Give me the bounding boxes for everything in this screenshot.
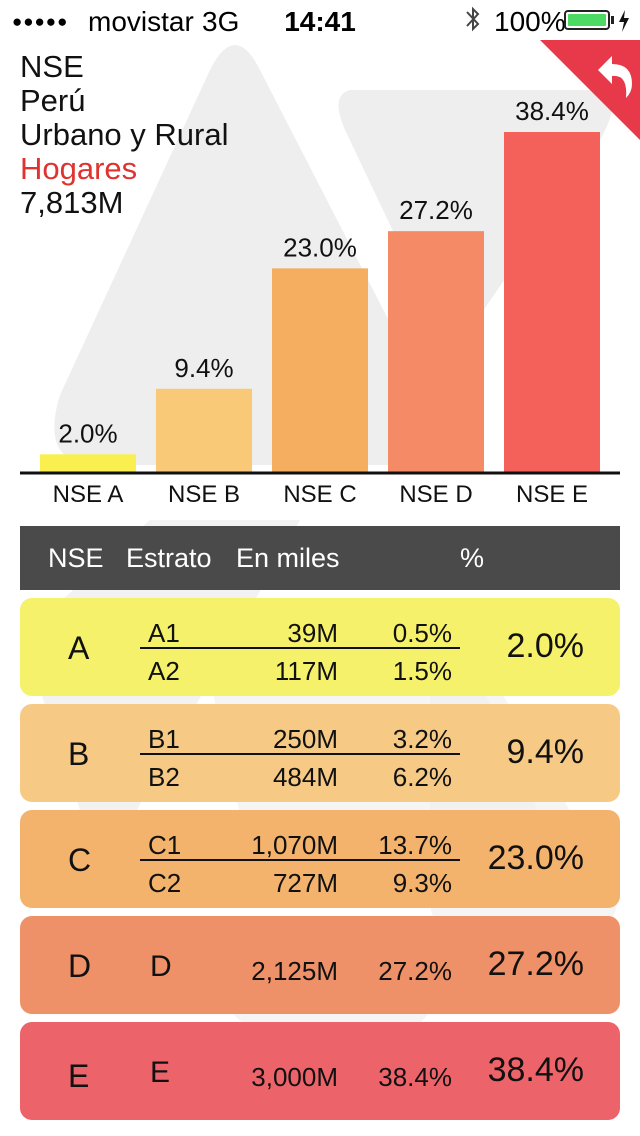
clock: 14:41: [284, 6, 356, 37]
nse-row-d[interactable]: D D 2,125M 27.2% 27.2%: [20, 916, 620, 1014]
table-header: NSE Estrato En miles %: [20, 526, 620, 590]
title-nse: NSE: [20, 49, 84, 84]
stratum-name: D: [150, 950, 172, 983]
stratum-value: 2,125M: [251, 956, 338, 986]
bar-nse-a: [40, 454, 136, 472]
x-tick-label: NSE C: [283, 481, 356, 508]
bar-value-label: 2.0%: [58, 418, 117, 448]
nse-row-a[interactable]: A A1 39M 0.5% A2 117M 1.5% 2.0%: [20, 598, 620, 696]
header-nse: NSE: [48, 543, 104, 573]
nse-letter: B: [68, 736, 90, 772]
battery-tip: [611, 16, 614, 24]
stratum-name: E: [150, 1056, 171, 1089]
x-tick-label: NSE B: [168, 481, 240, 508]
nse-letter: A: [68, 630, 90, 666]
header-en-miles: En miles: [236, 543, 340, 573]
nse-row-e[interactable]: E E 3,000M 38.4% 38.4%: [20, 1022, 620, 1120]
stratum-percent: 6.2%: [392, 762, 452, 792]
bluetooth-icon: [466, 6, 480, 32]
bar-nse-d: [388, 231, 484, 472]
stratum-percent: 27.2%: [378, 956, 452, 986]
nse-bar-chart: 2.0% NSE A 9.4% NSE B 23.0% NSE C 27.2% NSE D 38…: [20, 96, 620, 508]
back-arrow-icon: [598, 56, 632, 98]
nse-total-percent: 23.0%: [487, 839, 584, 877]
stratum-percent: 3.2%: [392, 724, 452, 754]
stratum-percent: 38.4%: [378, 1062, 452, 1092]
bar-nse-b: [156, 388, 252, 472]
bar-value-label: 23.0%: [283, 232, 357, 262]
status-bar: ●●●●● movistar 3G 14:41 100%: [0, 0, 640, 40]
nse-letter: E: [68, 1058, 90, 1094]
stratum-divider: [140, 647, 460, 649]
nse-total-percent: 9.4%: [506, 733, 585, 771]
stratum-value: 117M: [274, 656, 338, 686]
x-tick-label: NSE A: [53, 481, 124, 508]
stratum-name: A1: [148, 618, 180, 648]
nse-total-percent: 2.0%: [506, 627, 585, 665]
stratum-divider: [140, 753, 460, 755]
header-percent: %: [460, 543, 485, 573]
battery-percentage: 100%: [494, 6, 566, 37]
network-type: 3G: [202, 6, 240, 37]
nse-total-percent: 38.4%: [487, 1051, 584, 1089]
bar-nse-c: [272, 268, 368, 472]
signal-strength-icon: ●●●●●: [12, 12, 69, 31]
stratum-percent: 0.5%: [392, 618, 452, 648]
stratum-value: 484M: [272, 762, 338, 792]
stratum-name: B2: [148, 762, 180, 792]
stratum-value: 3,000M: [251, 1062, 338, 1092]
back-button[interactable]: [540, 40, 640, 140]
header-estrato: Estrato: [126, 543, 212, 573]
stratum-percent: 1.5%: [392, 656, 452, 686]
stratum-name: C1: [148, 830, 182, 860]
stratum-percent: 9.3%: [392, 868, 452, 898]
stratum-name: A2: [148, 656, 180, 686]
battery-icon: [564, 10, 610, 30]
chart-title-block: NSE Perú Urbano y Rural Hogares 7,813M: [20, 50, 228, 220]
title-country: Perú: [20, 83, 86, 118]
stratum-value: 1,070M: [251, 830, 338, 860]
bar-nse-e: [504, 132, 600, 472]
title-total: 7,813M: [20, 185, 124, 220]
stratum-divider: [140, 859, 460, 861]
title-area: Urbano y Rural: [20, 117, 229, 152]
x-tick-label: NSE D: [399, 481, 472, 508]
nse-row-c[interactable]: C C1 1,070M 13.7% C2 727M 9.3% 23.0%: [20, 810, 620, 908]
stratum-name: B1: [148, 724, 180, 754]
stratum-value: 250M: [272, 724, 338, 754]
nse-total-percent: 27.2%: [487, 945, 584, 983]
stratum-name: C2: [148, 868, 182, 898]
stratum-value: 727M: [272, 868, 338, 898]
stratum-percent: 13.7%: [378, 830, 452, 860]
nse-letter: D: [68, 948, 92, 984]
charging-bolt-icon: [619, 10, 629, 32]
nse-row-b[interactable]: B B1 250M 3.2% B2 484M 6.2% 9.4%: [20, 704, 620, 802]
bar-value-label: 27.2%: [399, 195, 473, 225]
bar-value-label: 38.4%: [515, 96, 589, 126]
title-unit: Hogares: [20, 151, 138, 186]
stratum-value: 39M: [287, 618, 338, 648]
bar-value-label: 9.4%: [174, 353, 233, 383]
carrier-name: movistar: [88, 6, 194, 37]
nse-letter: C: [68, 842, 92, 878]
x-tick-label: NSE E: [516, 481, 588, 508]
